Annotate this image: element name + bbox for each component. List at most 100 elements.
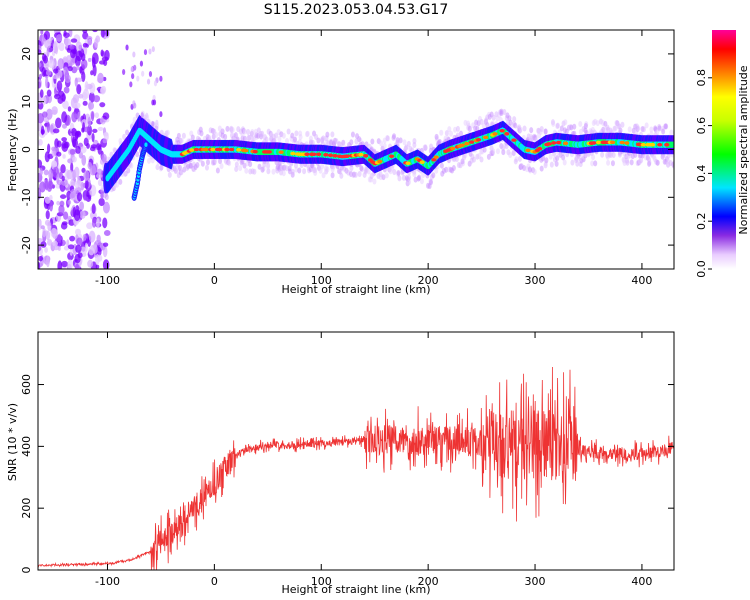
spectrogram-noise: [87, 259, 94, 268]
spectrogram-halo: [606, 159, 611, 166]
snr-ytick-label: 600: [20, 374, 33, 395]
spectrogram-noise: [39, 168, 43, 176]
spectrogram-noise: [94, 112, 100, 119]
spectrogram-halo: [407, 174, 412, 181]
spectrogram-halo: [563, 119, 568, 126]
spectrogram-halo: [99, 192, 104, 199]
spectrogram-noise: [52, 245, 60, 251]
spectrogram-noise: [78, 93, 84, 99]
snr-series-line: [38, 366, 674, 570]
spectrogram-noise: [58, 42, 65, 52]
spectrogram-noise: [125, 44, 129, 51]
spectrogram-halo: [636, 125, 641, 132]
spectrogram-noise: [40, 241, 47, 248]
spectrogram-halo: [479, 156, 484, 163]
spectrogram-noise: [56, 80, 63, 92]
spectrogram-noise: [97, 254, 103, 262]
spectrogram-noise: [51, 109, 58, 115]
spectrogram-halo: [522, 125, 527, 132]
spectrogram-halo: [230, 126, 235, 133]
colorbar: 0.0 0.2 0.4 0.6 0.8 Normalized spectral ampl…: [695, 30, 750, 278]
spectrogram-peak: [217, 147, 223, 152]
spectrogram-halo: [302, 168, 307, 175]
spectrogram-halo: [396, 169, 401, 176]
spectrogram-halo: [555, 122, 560, 129]
spectrogram-peak: [563, 141, 569, 146]
spectrogram-xtick-label: 400: [631, 274, 652, 287]
spectrogram-halo: [482, 146, 487, 153]
spectrogram-halo: [366, 168, 371, 175]
spectrogram-noise: [72, 94, 80, 104]
spectrogram-peak: [551, 141, 557, 145]
spectrogram-halo: [281, 170, 286, 177]
spectrogram-halo: [132, 116, 137, 123]
spectrogram-peak: [189, 148, 195, 152]
spectrogram-noise: [75, 41, 82, 52]
colorbar-label: Normalized spectral amplitude: [737, 65, 750, 234]
spectrogram-halo: [455, 125, 460, 132]
spectrogram-halo: [423, 143, 428, 150]
snr-xtick-label: 100: [311, 575, 332, 588]
spectrogram-halo: [593, 160, 598, 167]
spectrogram-halo: [600, 151, 605, 158]
spectrogram-halo: [610, 160, 615, 167]
spectrogram-noise: [57, 58, 65, 70]
spectrogram-peak: [499, 128, 505, 133]
spectrogram-halo: [215, 167, 220, 174]
spectrogram-peak: [229, 147, 235, 152]
spectrogram-halo: [539, 165, 544, 172]
spectrogram-noise: [67, 199, 72, 205]
spectrogram-halo: [234, 166, 239, 173]
spectrogram-halo: [400, 169, 405, 176]
spectrogram-noise: [97, 72, 104, 84]
spectrogram-peak: [203, 147, 209, 152]
spectrogram-halo: [135, 151, 140, 158]
spectrogram-halo: [150, 157, 155, 164]
spectrogram-peak: [363, 154, 369, 158]
spectrogram-halo: [629, 159, 634, 166]
spectrogram-halo: [651, 153, 656, 160]
spectrogram-noise: [70, 49, 76, 59]
spectrogram-peak: [388, 154, 395, 159]
spectrogram-halo: [244, 167, 249, 174]
spectrogram-core: [671, 141, 674, 148]
spectrogram-peak: [405, 161, 411, 166]
spectrogram-ytick-label: -20: [20, 236, 33, 254]
spectrogram-halo: [298, 134, 303, 141]
snr-ytick-label: 200: [20, 498, 33, 519]
spectrogram-noise: [91, 52, 99, 65]
spectrogram-ytick-label: 10: [20, 95, 33, 109]
spectrogram-halo: [444, 166, 449, 173]
snr-frame: [37, 331, 675, 571]
spectrogram-halo: [392, 169, 397, 176]
spectrogram-ylabel: Frequency (Hz): [6, 109, 19, 192]
spectrogram-peak: [591, 141, 597, 145]
spectrogram-halo: [290, 132, 295, 139]
spectrogram-peak: [377, 159, 383, 164]
spectrogram-peak: [316, 152, 322, 157]
spectrogram-peak: [610, 140, 616, 145]
spectrogram-halo: [398, 137, 403, 144]
spectrogram-halo: [384, 172, 389, 179]
spectrogram-noise: [145, 112, 149, 119]
spectrogram-halo: [200, 160, 205, 167]
spectrogram-halo: [325, 131, 330, 138]
spectrogram-noise: [99, 102, 106, 108]
spectrogram-noise: [94, 38, 99, 48]
spectrogram-noise: [74, 182, 79, 189]
spectrogram-noise: [62, 154, 66, 159]
spectrogram-halo: [431, 172, 436, 179]
spectrogram-noise: [98, 197, 105, 207]
spectrogram-halo: [502, 108, 507, 115]
spectrogram-noise: [97, 126, 104, 131]
spectrogram-halo: [617, 123, 622, 130]
spectrogram-ytick-label: 20: [20, 47, 33, 61]
spectrogram-halo: [285, 137, 290, 144]
spectrogram-noise: [42, 227, 46, 238]
spectrogram-halo: [669, 129, 674, 136]
spectrogram-peak: [332, 154, 338, 158]
spectrogram-peak: [595, 140, 602, 145]
spectrogram-halo: [165, 129, 170, 136]
spectrogram-halo: [401, 174, 406, 181]
